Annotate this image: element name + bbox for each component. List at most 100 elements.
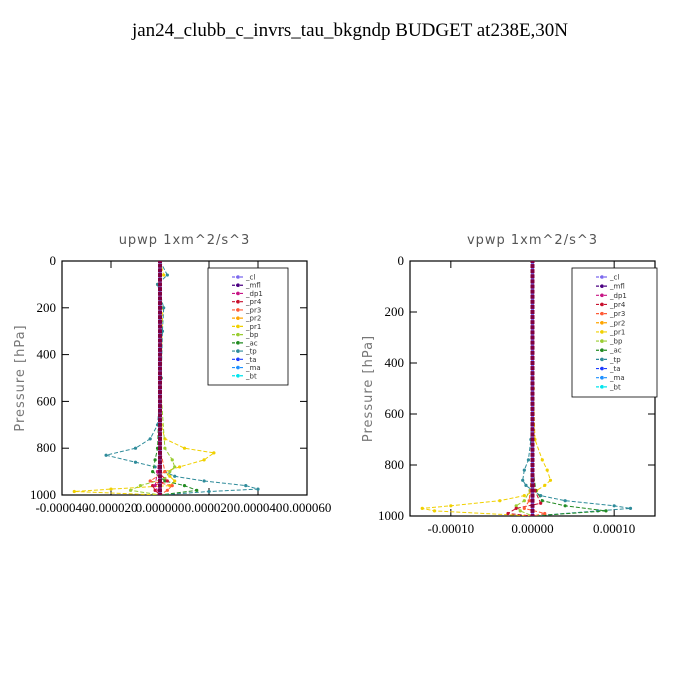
data-point	[530, 304, 535, 309]
data-point	[158, 432, 162, 437]
y-tick-label: 1000	[378, 508, 404, 523]
data-point	[158, 319, 162, 324]
data-point	[530, 355, 535, 360]
data-point	[527, 499, 531, 503]
data-point	[530, 442, 535, 447]
data-point	[530, 289, 535, 294]
data-point	[530, 274, 535, 279]
data-point	[163, 446, 167, 450]
data-point	[153, 458, 157, 462]
data-point	[543, 511, 547, 516]
legend-marker	[600, 284, 604, 288]
x-tick-label: 0.000060	[283, 500, 332, 515]
data-point	[530, 478, 535, 483]
data-point	[158, 488, 162, 493]
y-tick-label: 0	[398, 253, 405, 268]
legend-label: _pr2	[609, 319, 625, 327]
data-point	[530, 381, 535, 386]
data-point	[158, 469, 162, 474]
legend-label: _bp	[609, 338, 623, 346]
data-point	[158, 376, 162, 380]
figure-title: jan24_clubb_c_invrs_tau_bkgndp BUDGET at…	[131, 20, 569, 41]
data-point	[530, 264, 535, 269]
x-tick-label: 0.00010	[593, 521, 635, 536]
data-point	[530, 330, 535, 335]
data-point	[530, 371, 535, 376]
series-group	[420, 261, 633, 516]
data-point	[158, 291, 162, 296]
data-point	[202, 479, 206, 483]
data-point	[158, 478, 162, 483]
legend-marker	[236, 357, 240, 362]
data-point	[212, 451, 216, 455]
legend-label: _pr1	[609, 328, 625, 336]
data-point	[138, 484, 142, 488]
data-point	[530, 468, 535, 473]
legend-label: _pr3	[245, 306, 261, 314]
x-tick-label: 0.000000	[136, 500, 185, 515]
data-point	[158, 338, 162, 343]
data-point	[158, 333, 162, 338]
data-point	[158, 371, 162, 376]
data-point	[158, 277, 162, 282]
data-point	[158, 343, 162, 348]
data-point	[158, 329, 162, 334]
data-point	[540, 499, 544, 503]
legend-label: _cl	[609, 274, 619, 282]
data-point	[195, 488, 199, 492]
y-tick-label: 800	[37, 440, 57, 455]
data-point	[207, 489, 211, 494]
data-point	[158, 380, 162, 385]
data-point	[530, 488, 535, 493]
data-point	[148, 479, 152, 483]
legend-label: _ac	[609, 347, 622, 355]
data-point	[530, 437, 535, 442]
data-point	[173, 474, 177, 478]
data-point	[163, 470, 167, 474]
data-point	[158, 399, 162, 404]
data-point	[158, 366, 162, 371]
data-point	[158, 436, 162, 441]
data-point	[153, 488, 157, 492]
legend-marker	[236, 349, 240, 353]
data-point	[158, 347, 162, 352]
data-point	[158, 282, 162, 287]
data-point	[158, 296, 162, 301]
legend-label: _pr2	[245, 315, 261, 323]
data-point	[530, 406, 535, 411]
legend-label: _cl	[245, 274, 255, 282]
data-point	[158, 268, 162, 273]
series-line-pr1	[422, 261, 552, 516]
legend-label: _dp1	[609, 292, 627, 300]
legend-marker	[236, 308, 240, 312]
data-point	[530, 401, 535, 406]
data-point	[158, 413, 162, 418]
data-point	[522, 494, 526, 498]
y-tick-label: 1000	[30, 487, 56, 502]
data-point	[530, 366, 535, 371]
data-point	[168, 470, 172, 474]
data-point	[530, 463, 535, 467]
legend-label: _ma	[609, 374, 625, 382]
legend-label: _tp	[245, 348, 257, 356]
data-point	[530, 412, 535, 416]
data-point	[148, 437, 152, 441]
data-point	[530, 396, 535, 401]
data-point	[530, 320, 535, 325]
data-point	[563, 504, 567, 508]
data-point	[202, 458, 206, 462]
data-point	[158, 385, 162, 390]
data-point	[521, 478, 525, 482]
data-point	[162, 273, 166, 277]
legend-marker	[600, 275, 604, 279]
legend-marker	[600, 357, 604, 362]
y-axis-label: Pressure [hPa]	[361, 335, 376, 442]
data-point	[158, 287, 162, 292]
data-point	[522, 499, 526, 503]
data-point	[432, 509, 437, 513]
data-point	[256, 487, 260, 491]
legend: _cl_mfl_dp1_pr4_pr3_pr2_pr1_bp_ac_tp_ta_…	[571, 267, 658, 398]
data-point	[524, 483, 528, 487]
legend-marker	[236, 324, 240, 329]
